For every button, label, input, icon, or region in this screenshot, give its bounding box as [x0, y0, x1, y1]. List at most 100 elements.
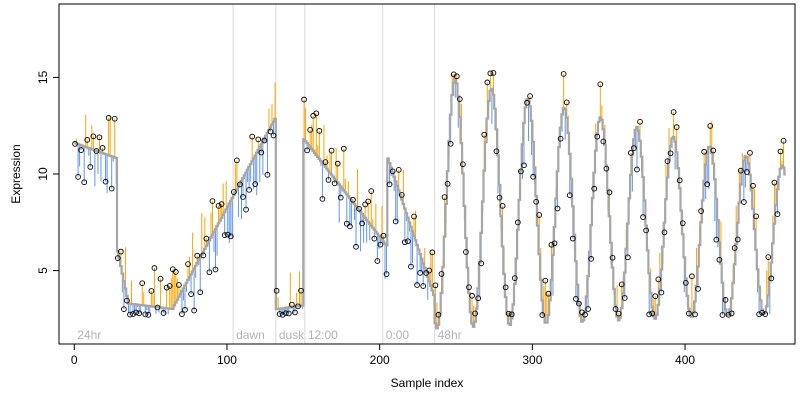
observed-point: [524, 99, 530, 106]
observed-point: [612, 306, 619, 312]
observed-point: [377, 241, 384, 248]
annotation-label: 24hr: [77, 328, 101, 342]
observed-point: [759, 309, 766, 316]
observed-point: [267, 128, 274, 135]
observed-point: [496, 194, 503, 201]
observed-point: [185, 261, 191, 267]
observed-point: [515, 219, 521, 226]
observed-point: [325, 177, 332, 183]
observed-point: [172, 269, 179, 275]
observed-point: [194, 252, 201, 259]
observed-point: [456, 96, 463, 102]
observed-point: [576, 300, 582, 307]
observed-point: [505, 310, 512, 317]
observed-point: [603, 165, 610, 172]
observed-point: [542, 277, 549, 284]
y-tick-label: 10: [36, 167, 50, 181]
x-tick-label: 300: [522, 353, 542, 367]
observed-point: [698, 208, 704, 214]
observed-point: [765, 254, 772, 260]
observed-point: [386, 181, 393, 188]
observed-point: [582, 311, 588, 318]
observed-point: [438, 271, 445, 277]
observed-point: [530, 173, 536, 180]
observed-point: [383, 271, 390, 277]
observed-point: [258, 149, 265, 156]
observed-point: [289, 301, 295, 308]
observed-point: [502, 284, 509, 291]
observed-point: [600, 138, 607, 145]
observed-point: [414, 282, 420, 288]
observed-point: [628, 150, 634, 156]
observed-point: [652, 293, 659, 300]
observed-point: [499, 202, 506, 209]
observed-point: [264, 171, 271, 178]
observed-point: [469, 292, 475, 299]
observed-point: [285, 310, 292, 317]
observed-point: [545, 290, 552, 297]
observed-point: [750, 182, 756, 189]
observed-point: [701, 148, 707, 155]
observed-point: [142, 311, 149, 318]
observed-point: [606, 189, 613, 196]
observed-point: [371, 235, 378, 242]
observed-point: [713, 236, 720, 243]
observed-point: [734, 236, 741, 243]
observed-point: [737, 167, 744, 174]
observed-point: [368, 188, 375, 194]
observed-point: [108, 185, 115, 192]
observed-point: [87, 164, 94, 170]
observed-point: [200, 252, 207, 259]
observed-point: [591, 185, 598, 192]
observed-point: [621, 295, 628, 301]
observed-point: [634, 166, 640, 173]
observed-point: [560, 71, 567, 77]
observed-point: [585, 306, 591, 312]
observed-point: [301, 96, 307, 103]
observed-point: [676, 177, 683, 184]
observed-point: [594, 133, 601, 140]
observed-point: [347, 223, 353, 230]
observed-point: [350, 196, 356, 203]
observed-point: [206, 269, 213, 276]
observed-point: [121, 306, 127, 312]
x-tick-label: 200: [370, 353, 390, 367]
observed-point: [655, 276, 662, 283]
observed-point: [148, 288, 155, 294]
observed-point: [176, 282, 182, 288]
observed-point: [740, 199, 747, 205]
observed-point: [710, 147, 717, 154]
observed-point: [353, 243, 359, 250]
observed-point: [569, 235, 576, 242]
observed-point: [719, 312, 726, 318]
observed-point: [145, 312, 152, 318]
observed-point: [295, 303, 301, 310]
observed-point: [179, 311, 185, 317]
observed-point: [631, 145, 637, 151]
observed-point: [518, 168, 524, 175]
observed-point: [298, 287, 304, 294]
observed-point: [548, 241, 555, 248]
x-tick-label: 100: [217, 353, 237, 367]
observed-point: [426, 267, 433, 274]
model-line-layer: [74, 77, 786, 330]
observed-point: [768, 275, 775, 282]
observed-point: [747, 149, 753, 156]
observed-point: [566, 192, 573, 199]
observed-point: [139, 280, 146, 287]
observed-point: [166, 283, 173, 289]
observed-point: [667, 150, 674, 157]
observed-point: [124, 297, 130, 304]
annotation-label: dusk: [279, 328, 305, 342]
observed-point: [411, 213, 417, 220]
observed-point: [744, 169, 750, 175]
observed-point: [533, 198, 540, 205]
observed-point: [304, 147, 310, 154]
observed-point: [444, 180, 451, 187]
observed-point: [362, 201, 369, 208]
observed-point: [292, 309, 298, 316]
observed-point: [191, 307, 197, 314]
y-tick-label: 5: [36, 267, 50, 274]
observed-point: [588, 256, 594, 262]
